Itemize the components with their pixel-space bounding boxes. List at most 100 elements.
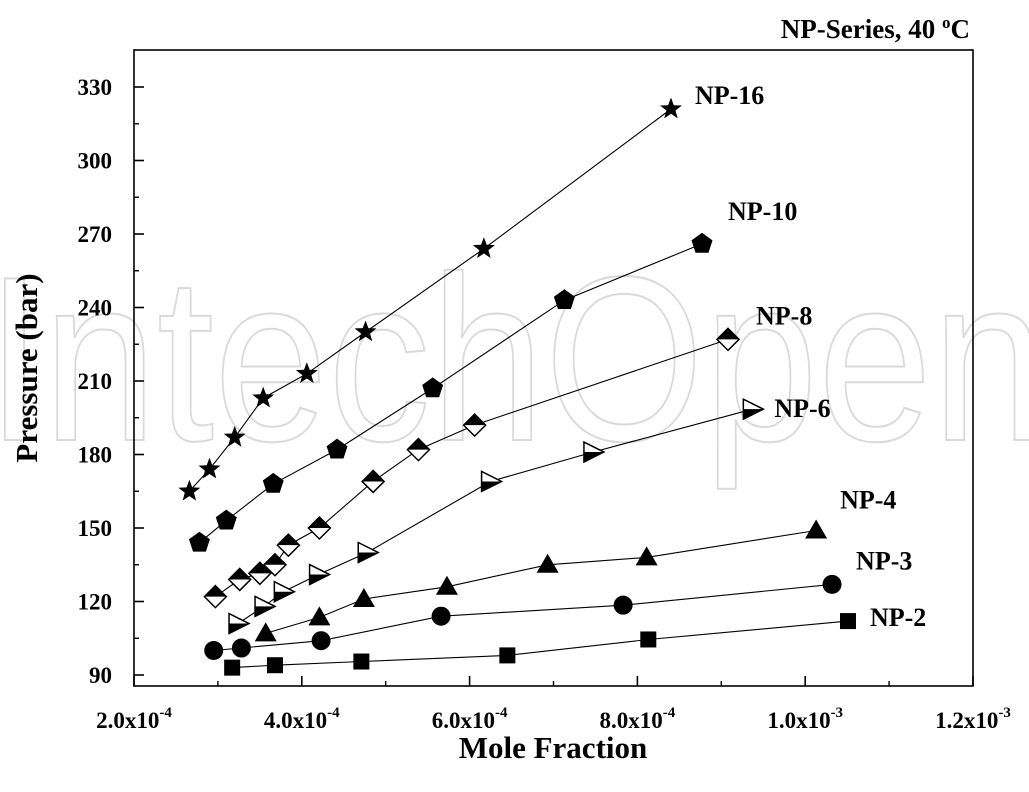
triangle-fill-half xyxy=(358,552,379,563)
np-2-marker xyxy=(353,653,370,670)
np-6-marker xyxy=(308,563,332,586)
circle-mark xyxy=(822,574,842,594)
pentagon-mark xyxy=(262,472,284,493)
diamond-fill-half xyxy=(228,568,251,580)
diamond-fill-half xyxy=(277,534,300,546)
title-superscript: o xyxy=(942,13,951,32)
diamond-fill-half xyxy=(463,414,486,426)
np-3-marker xyxy=(311,631,331,651)
np-2-marker xyxy=(224,659,241,676)
triangle-mark xyxy=(435,575,458,595)
triangle-fill-half xyxy=(583,452,604,463)
star-mark xyxy=(354,320,377,342)
np-3-label: NP-3 xyxy=(856,546,912,575)
np-8-marker xyxy=(715,327,741,352)
np-6-label: NP-6 xyxy=(774,394,830,423)
y-axis-title: Pressure (bar) xyxy=(9,273,44,462)
np-16-label: NP-16 xyxy=(695,81,764,110)
pentagon-mark xyxy=(326,438,348,459)
pentagon-mark xyxy=(691,232,713,253)
np-10-marker xyxy=(326,438,348,459)
np-8-marker xyxy=(307,515,332,541)
np-3-marker xyxy=(204,641,224,660)
np-16-marker xyxy=(178,479,201,501)
triangle-mark xyxy=(805,519,828,539)
triangle-mark xyxy=(536,553,559,573)
np-10-marker xyxy=(422,377,444,398)
pentagon-mark xyxy=(553,289,575,309)
title-text: NP-Series, 40 xyxy=(781,14,942,44)
np-2-label: NP-2 xyxy=(870,603,926,632)
y-tick-label: 90 xyxy=(89,663,112,688)
star-mark xyxy=(472,237,495,258)
square-mark xyxy=(839,613,856,630)
np-6-marker xyxy=(480,470,504,493)
triangle-fill-half xyxy=(481,481,502,492)
x-tick-label: 6.0x10-4 xyxy=(432,705,508,733)
x-tick-mantissa: 6.0x10 xyxy=(432,708,495,733)
triangle-mark xyxy=(308,606,331,626)
np-4-marker xyxy=(635,546,658,566)
title-unit: C xyxy=(951,14,971,44)
triangle-fill-half xyxy=(229,623,250,634)
np-4-marker xyxy=(308,606,331,626)
x-tick-label: 4.0x10-4 xyxy=(264,705,340,733)
x-tick-label: 8.0x10-4 xyxy=(600,705,676,733)
star-mark xyxy=(178,479,201,501)
np-10-marker xyxy=(189,531,210,552)
x-tick-mantissa: 1.2x10 xyxy=(935,708,998,733)
x-tick-exponent: -4 xyxy=(327,705,340,721)
np-16-marker xyxy=(354,320,377,342)
np-8-marker xyxy=(227,567,252,592)
np-10-marker xyxy=(691,232,713,253)
diamond-fill-half xyxy=(248,562,271,574)
np-2-marker xyxy=(839,613,856,630)
square-mark xyxy=(224,659,241,676)
diamond-fill-half xyxy=(717,328,740,340)
star-mark xyxy=(252,386,275,408)
np-6-marker xyxy=(742,397,766,421)
np-16-marker xyxy=(198,457,221,479)
np-2-marker xyxy=(640,631,657,648)
np-8-marker xyxy=(247,561,272,586)
np-8-marker xyxy=(462,413,487,438)
np-8-marker xyxy=(361,469,386,494)
x-tick-exponent: -3 xyxy=(998,705,1011,721)
np-16-marker xyxy=(295,362,318,383)
y-tick-label: 120 xyxy=(78,590,113,615)
pentagon-mark xyxy=(422,377,444,398)
np-3-marker xyxy=(613,595,633,615)
np-4-marker xyxy=(352,588,375,608)
np-6-marker xyxy=(254,595,277,618)
star-mark xyxy=(198,457,221,479)
np-6-marker xyxy=(583,440,606,464)
np-3-line xyxy=(213,583,833,652)
np-6-marker xyxy=(357,541,380,564)
x-tick-mantissa: 4.0x10 xyxy=(264,708,327,733)
np-8-line xyxy=(215,338,729,598)
circle-mark xyxy=(613,595,633,615)
triangle-fill-half xyxy=(309,574,330,585)
square-mark xyxy=(353,653,370,670)
np-8-label: NP-8 xyxy=(756,301,812,330)
y-tick-label: 180 xyxy=(78,443,113,468)
star-mark xyxy=(223,425,246,447)
triangle-mark xyxy=(635,546,658,566)
x-tick-mantissa: 2.0x10 xyxy=(96,708,159,733)
chart-title: NP-Series, 40 oC xyxy=(781,13,970,44)
np-16-marker xyxy=(252,386,275,408)
x-axis-title: Mole Fraction xyxy=(459,730,648,765)
square-mark xyxy=(499,647,516,664)
pentagon-mark xyxy=(189,531,210,552)
x-tick-exponent: -4 xyxy=(663,705,676,721)
np-10-marker xyxy=(215,509,237,530)
diamond-fill-half xyxy=(362,470,385,482)
np-6-marker xyxy=(273,580,297,603)
np-16-marker xyxy=(472,237,495,258)
np-2-marker xyxy=(499,647,516,664)
circle-mark xyxy=(231,638,251,658)
np-10-marker xyxy=(262,472,284,493)
x-tick-mantissa: 1.0x10 xyxy=(767,708,830,733)
circle-mark xyxy=(431,606,451,626)
